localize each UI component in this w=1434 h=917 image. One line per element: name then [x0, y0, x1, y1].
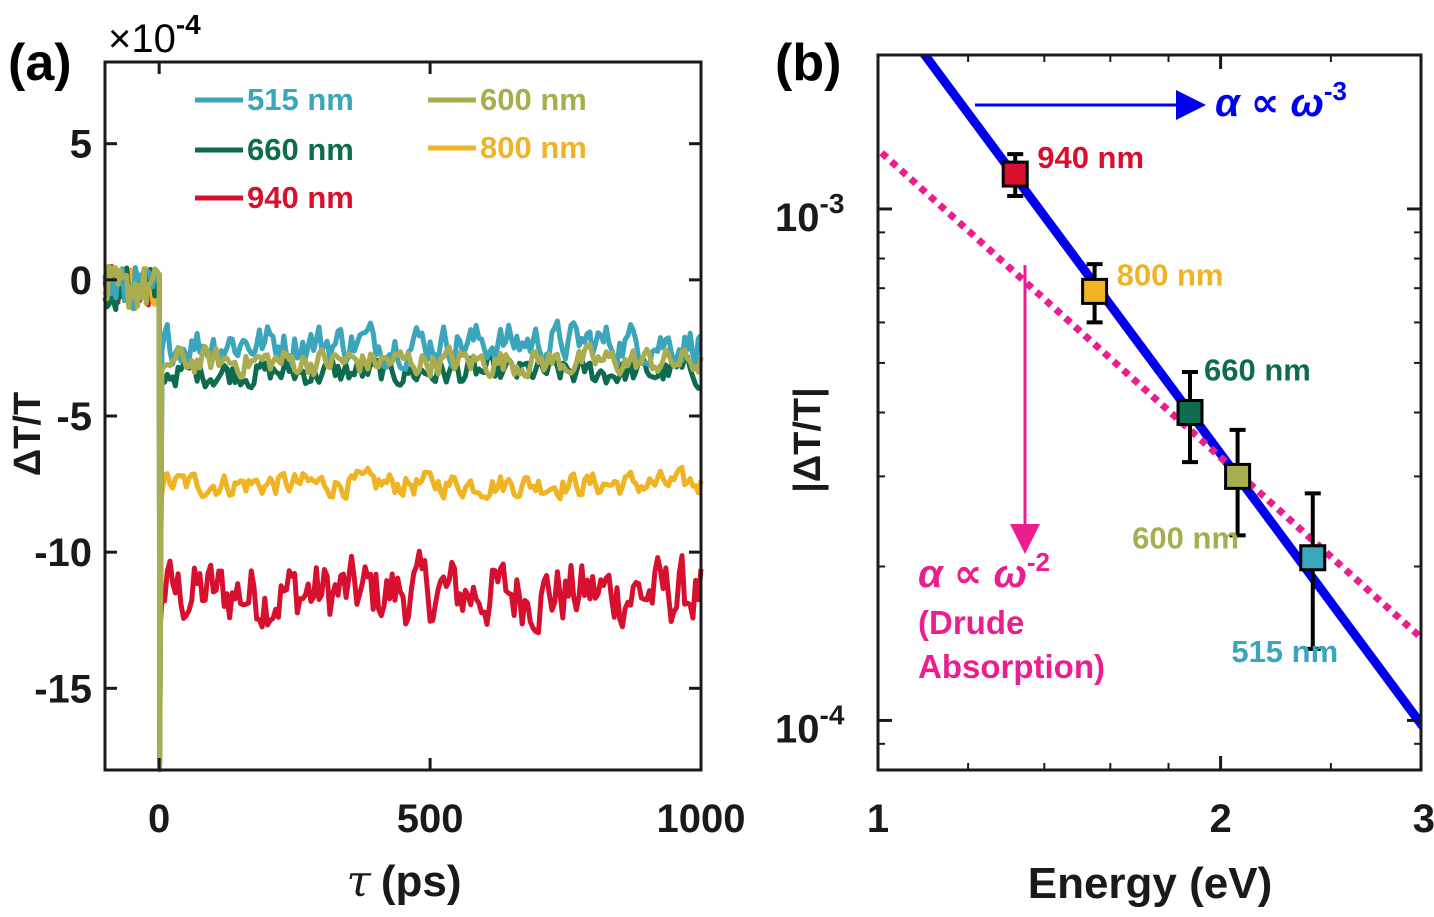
panel-a-series-group	[102, 263, 704, 773]
y-tick-label-a: 5	[70, 123, 92, 167]
panel-a-y-label: ΔT/T	[7, 392, 49, 476]
pink-fit-text: α ∝ ω	[918, 552, 1027, 596]
x-tick-label-a: 0	[148, 797, 170, 841]
panel-a-x-label: τ (ps)	[347, 856, 462, 907]
panel-b-fits	[878, 55, 1421, 732]
y-tick-label-a: -10	[34, 531, 92, 575]
panel-b: (b) 940 nm 800 nm 660 nm 600 nm 515 nm 1 2 3 10…	[775, 34, 1434, 908]
y-scale-label: ×10-4	[108, 9, 201, 61]
point-label: 800 nm	[1117, 257, 1224, 292]
x-tick-label-b: 2	[1209, 797, 1231, 841]
data-marker-600-nm	[1224, 462, 1252, 490]
y-tick-label-a: 0	[70, 259, 92, 303]
x-tick-label-b: 1	[867, 797, 889, 841]
point-label: 515 nm	[1231, 634, 1338, 669]
data-marker-800-nm	[1081, 277, 1109, 305]
legend-label: 800 nm	[480, 130, 587, 165]
y-tick-label-a: -15	[34, 667, 92, 711]
panel-b-points: 940 nm 800 nm 660 nm 600 nm 515 nm	[1001, 140, 1338, 669]
series-line-940-nm	[102, 263, 704, 637]
panel-a-frame	[103, 60, 703, 772]
panel-b-x-label: Energy (eV)	[1028, 859, 1273, 908]
series-line-515-nm	[102, 265, 703, 759]
x-tick-label-a: 1000	[657, 797, 746, 841]
legend-label: 660 nm	[247, 132, 354, 167]
panel-b-y-label: |ΔT/T|	[787, 387, 829, 493]
x-label-unit: (ps)	[381, 857, 462, 906]
x-tick-label-b: 3	[1413, 797, 1434, 841]
panel-a: (a) ×10-4 0 500 1000 5 0 -5 -10 -15 515 nm 660 n…	[7, 9, 745, 907]
x-tick-label-a: 500	[397, 797, 464, 841]
blue-fit-annotation: α ∝ ω-3	[1215, 76, 1347, 125]
panel-b-ticks: 1 2 3 10-3 10-4	[775, 54, 1434, 841]
pink-fit-exp: -2	[1027, 547, 1050, 577]
drude-label-line2: Absorption)	[918, 648, 1105, 685]
blue-fit-text: α ∝ ω	[1215, 81, 1324, 125]
data-marker-515-nm	[1299, 544, 1327, 572]
fit-line-w-3	[919, 55, 1421, 732]
y-tick-label-a: -5	[56, 395, 92, 439]
legend-label: 515 nm	[247, 82, 354, 117]
y-scale-base: ×10	[108, 17, 176, 61]
point-label: 600 nm	[1132, 520, 1239, 555]
y-tick-label-b: 10-3	[775, 188, 844, 240]
point-label: 660 nm	[1204, 353, 1311, 388]
series-line-600-nm	[102, 263, 704, 773]
panel-b-label: (b)	[775, 34, 841, 92]
y-scale-exp: -4	[176, 9, 201, 40]
series-line-800-nm	[102, 264, 704, 522]
point-label: 940 nm	[1037, 140, 1144, 175]
panel-a-legend: 515 nm 660 nm 940 nm 600 nm 800 nm	[195, 82, 587, 215]
data-marker-660-nm	[1176, 399, 1204, 426]
tau-symbol: τ	[347, 856, 372, 907]
fit-line-w-2	[878, 144, 1421, 643]
drude-label-line1: (Drude	[918, 604, 1024, 641]
blue-fit-exp: -3	[1324, 76, 1347, 106]
y-tick-label-b: 10-4	[775, 699, 845, 751]
panel-a-ticks: 0 500 1000 5 0 -5 -10 -15	[34, 62, 745, 841]
data-marker-940-nm	[1001, 160, 1029, 188]
panel-a-label: (a)	[8, 34, 72, 92]
legend-label: 940 nm	[247, 180, 354, 215]
legend-label: 600 nm	[480, 82, 587, 117]
pink-fit-annotation: α ∝ ω-2	[918, 547, 1050, 596]
